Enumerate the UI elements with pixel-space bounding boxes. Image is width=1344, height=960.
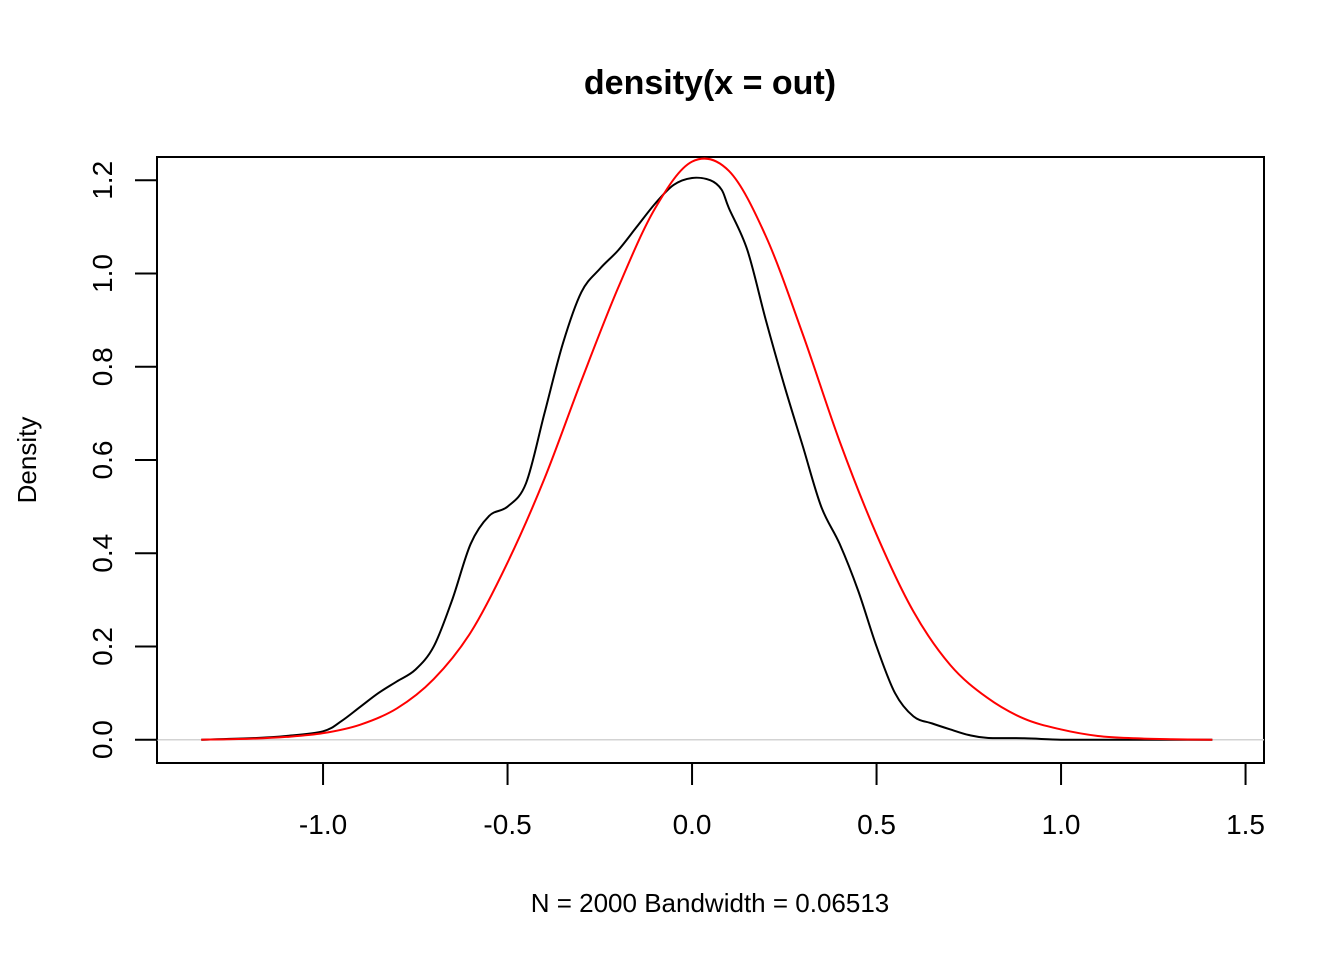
x-tick-label: -0.5 — [483, 809, 531, 840]
y-tick-label: 0.4 — [87, 534, 118, 573]
plot-frame — [156, 156, 1265, 764]
x-tick-label: -1.0 — [299, 809, 347, 840]
y-tick-label: 0.6 — [87, 441, 118, 480]
chart-title: density(x = out) — [584, 64, 836, 102]
y-tick-label: 1.2 — [87, 161, 118, 200]
x-tick-label: 1.0 — [1042, 809, 1081, 840]
x-axis: -1.0 -0.5 0.0 0.5 1.0 1.5 — [299, 762, 1265, 840]
x-tick-label: 0.0 — [673, 809, 712, 840]
x-tick-label: 0.5 — [857, 809, 896, 840]
y-axis-label: Density — [12, 417, 42, 504]
y-tick-label: 0.0 — [87, 720, 118, 759]
normal-curve-red — [201, 157, 1213, 741]
y-tick-label: 0.8 — [87, 347, 118, 386]
x-axis-label: N = 2000 Bandwidth = 0.06513 — [531, 888, 890, 918]
y-tick-label: 0.2 — [87, 627, 118, 666]
x-tick-label: 1.5 — [1226, 809, 1265, 840]
series-layer — [201, 157, 1213, 741]
y-tick-label: 1.0 — [87, 254, 118, 293]
density-curve-black — [201, 176, 1213, 741]
y-axis: 0.0 0.2 0.4 0.6 0.8 1.0 1.2 — [87, 161, 158, 759]
